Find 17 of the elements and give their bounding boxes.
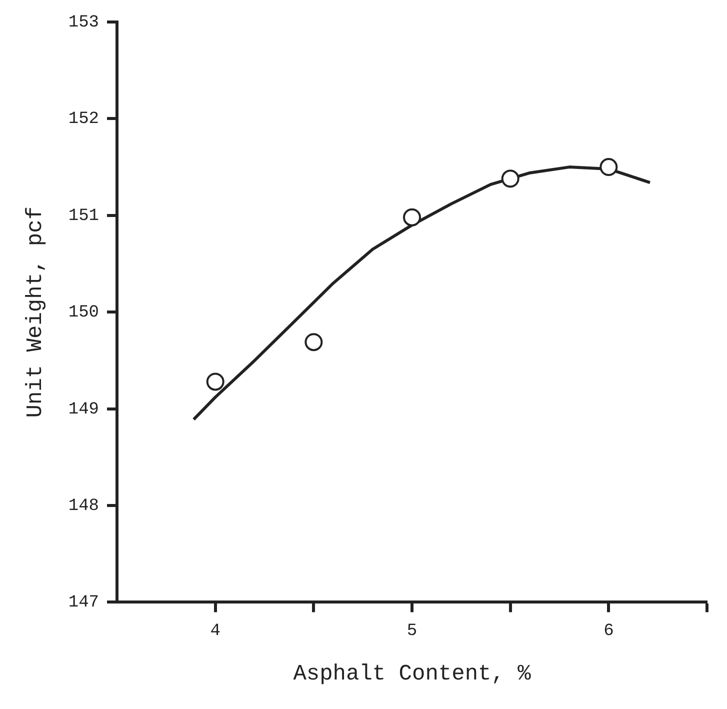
x-axis-title: Asphalt Content, %: [293, 662, 532, 687]
x-tick-label: 4: [210, 622, 220, 641]
x-tick-label: 5: [406, 622, 418, 641]
y-tick-label: 151: [68, 206, 100, 226]
point: [501, 170, 520, 188]
y-axis-title: Unit Weight, pcf: [23, 206, 48, 418]
y-tick-label: 149: [68, 400, 100, 420]
point: [600, 158, 618, 176]
x-tick-label: 6: [604, 622, 614, 641]
y-tick-label: 153: [68, 14, 100, 32]
y-tick-label: 148: [68, 497, 100, 516]
y-tick-label: 150: [68, 304, 100, 323]
y-tick-label: 152: [68, 110, 100, 130]
point: [206, 372, 224, 391]
point: [403, 208, 422, 226]
y-tick-label: 147: [68, 594, 100, 613]
point: [304, 333, 323, 352]
